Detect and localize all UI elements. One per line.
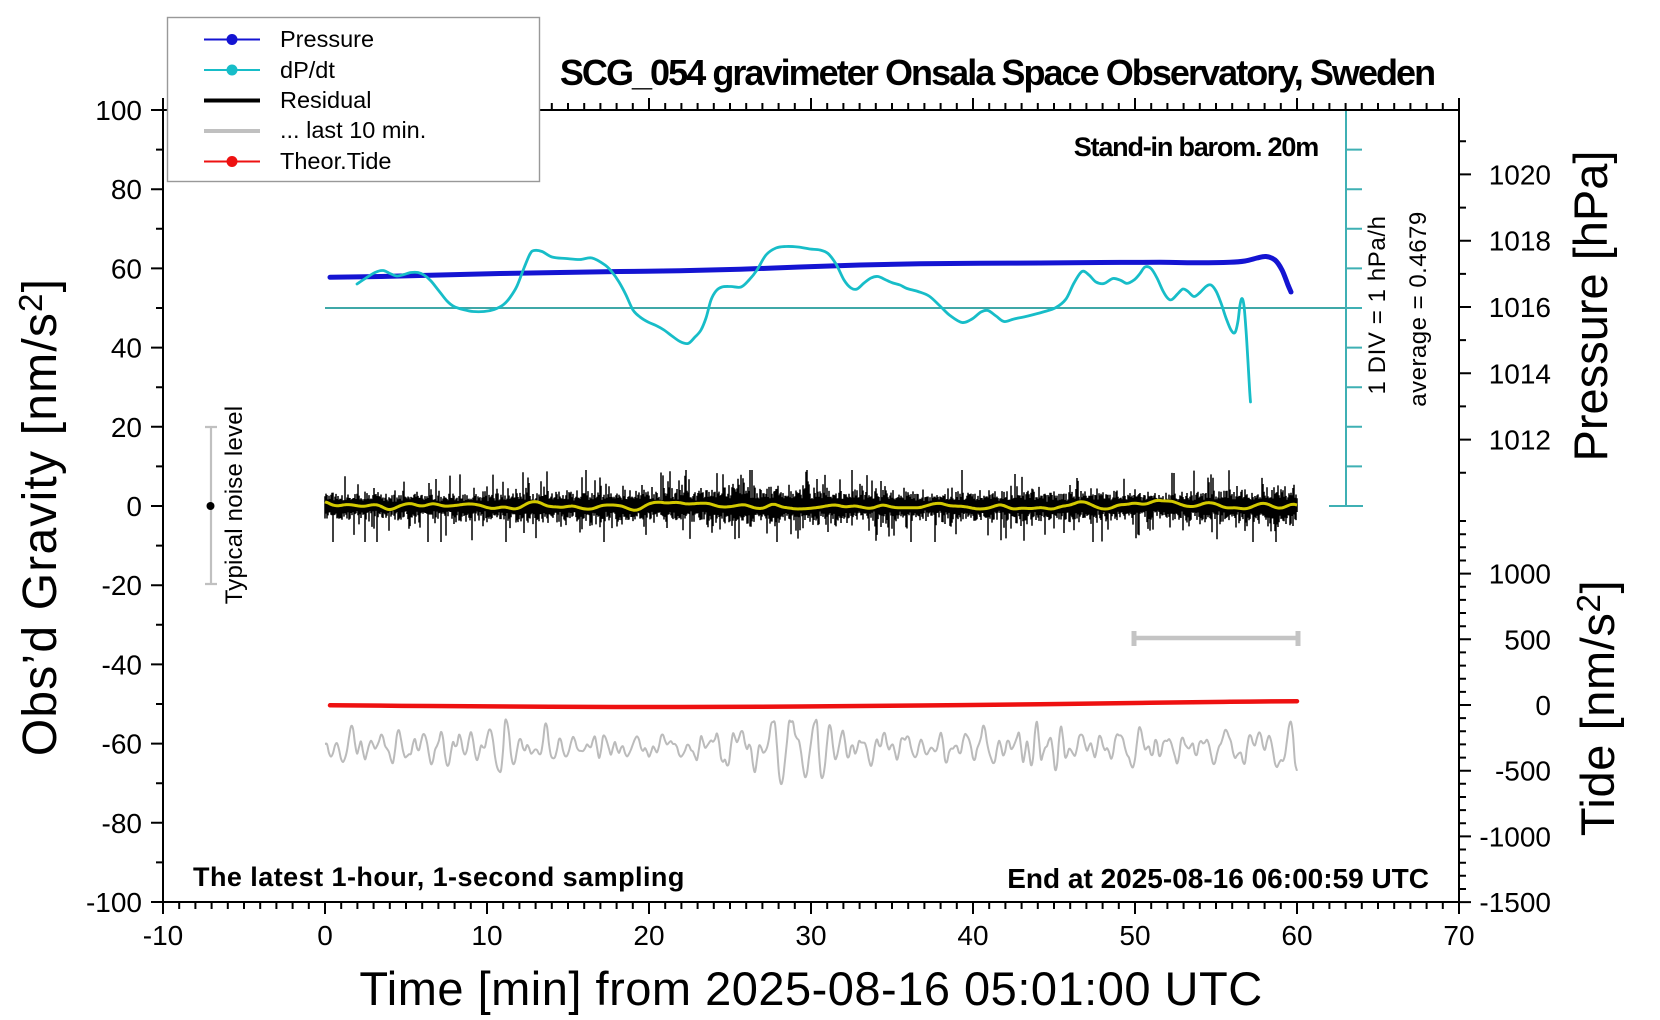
svg-text:Pressure [hPa]: Pressure [hPa] [1564,151,1617,462]
svg-text:Residual: Residual [280,87,371,113]
svg-text:Typical noise level: Typical noise level [221,406,248,605]
svg-text:Theor.Tide: Theor.Tide [280,148,391,174]
svg-text:1 DIV = 1 hPa/h: 1 DIV = 1 hPa/h [1364,215,1391,394]
svg-text:40: 40 [957,920,988,951]
svg-text:60: 60 [111,253,142,284]
svg-text:30: 30 [795,920,826,951]
svg-text:-20: -20 [102,570,142,601]
svg-text:SCG_054 gravimeter Onsala Spac: SCG_054 gravimeter Onsala Space Observat… [560,52,1434,93]
svg-text:10: 10 [471,920,502,951]
svg-text:End at 2025-08-16 06:00:59 UTC: End at 2025-08-16 06:00:59 UTC [1007,863,1429,894]
svg-text:20: 20 [633,920,664,951]
svg-text:70: 70 [1443,920,1474,951]
svg-text:-500: -500 [1495,756,1551,787]
svg-text:-10: -10 [143,920,183,951]
svg-text:dP/dt: dP/dt [280,57,335,83]
svg-text:1020: 1020 [1489,159,1551,190]
svg-text:0: 0 [1535,690,1551,721]
svg-text:-1500: -1500 [1479,887,1551,918]
svg-text:500: 500 [1504,624,1551,655]
svg-text:50: 50 [1119,920,1150,951]
svg-text:Obs’d Gravity [nm/s2]: Obs’d Gravity [nm/s2] [12,278,67,756]
svg-text:0: 0 [126,491,142,522]
svg-text:40: 40 [111,333,142,364]
svg-text:60: 60 [1281,920,1312,951]
svg-text:1000: 1000 [1489,559,1551,590]
svg-text:... last 10 min.: ... last 10 min. [280,117,426,143]
svg-text:Stand-in barom. 20m: Stand-in barom. 20m [1074,132,1318,162]
svg-text:100: 100 [95,95,142,126]
svg-text:Time [min] from 2025-08-16 05:: Time [min] from 2025-08-16 05:01:00 UTC [359,962,1262,1015]
svg-text:average = 0.4679: average = 0.4679 [1405,211,1432,407]
svg-text:1012: 1012 [1489,425,1551,456]
svg-text:Pressure: Pressure [280,26,374,52]
svg-text:20: 20 [111,412,142,443]
svg-text:-40: -40 [102,649,142,680]
svg-text:-60: -60 [102,729,142,760]
svg-text:1016: 1016 [1489,292,1551,323]
svg-text:Tide [nm/s2]: Tide [nm/s2] [1570,580,1624,836]
svg-text:0: 0 [317,920,333,951]
svg-text:The latest 1-hour, 1-second sa: The latest 1-hour, 1-second sampling [193,862,685,892]
svg-text:1018: 1018 [1489,226,1551,257]
svg-text:-100: -100 [86,887,142,918]
svg-text:-80: -80 [102,808,142,839]
svg-text:1014: 1014 [1489,358,1551,389]
svg-text:-1000: -1000 [1479,821,1551,852]
svg-text:80: 80 [111,174,142,205]
